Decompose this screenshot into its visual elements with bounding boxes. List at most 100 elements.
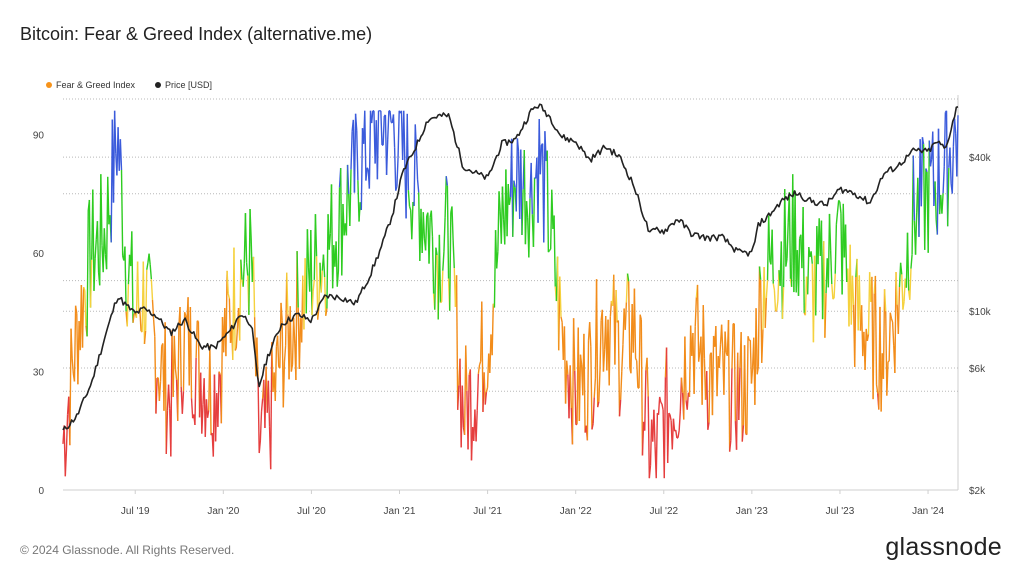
fear-greed-segment — [776, 300, 779, 311]
fear-greed-segment — [749, 340, 753, 384]
fear-greed-segment — [194, 357, 197, 425]
fear-greed-segment — [615, 290, 618, 323]
fear-greed-segment — [312, 279, 315, 292]
fear-greed-segment — [446, 185, 450, 279]
fear-greed-segment — [252, 256, 256, 318]
fear-greed-segment — [521, 189, 524, 236]
fear-greed-segment — [218, 371, 221, 375]
fear-greed-segment — [723, 331, 726, 395]
fear-greed-segment — [257, 377, 260, 454]
x-tick-label: Jan '20 — [207, 506, 239, 517]
y-left-tick-label: 0 — [38, 486, 44, 497]
fear-greed-segment — [385, 139, 389, 175]
fear-greed-segment — [177, 325, 180, 421]
fear-greed-segment — [380, 110, 383, 146]
fear-greed-segment — [136, 261, 140, 312]
legend-item-fear-greed[interactable]: Fear & Greed Index — [46, 80, 135, 90]
fear-greed-segment — [144, 269, 148, 331]
legend-label-fear-greed: Fear & Greed Index — [56, 80, 136, 90]
fear-greed-segment — [515, 138, 519, 212]
fear-greed-segment — [457, 385, 460, 410]
fear-greed-segment — [553, 215, 556, 287]
fear-greed-segment — [416, 179, 420, 193]
fear-greed-segment — [680, 377, 684, 393]
fear-greed-segment — [71, 358, 75, 374]
fear-greed-segment — [668, 412, 671, 416]
fear-greed-segment — [731, 323, 734, 369]
fear-greed-segment — [946, 167, 950, 227]
fear-greed-segment — [579, 354, 583, 366]
fear-greed-segment — [758, 266, 762, 280]
fear-greed-segment — [276, 335, 280, 367]
fear-greed-segment — [356, 130, 359, 181]
fear-greed-segment — [206, 410, 210, 418]
fear-greed-segment — [608, 316, 612, 386]
fear-greed-segment — [773, 289, 777, 312]
fear-greed-segment — [393, 147, 397, 191]
fear-greed-segment — [675, 429, 678, 439]
fear-greed-segment — [430, 210, 434, 237]
fear-greed-segment — [159, 346, 163, 382]
fear-greed-segment — [743, 345, 747, 434]
fear-greed-segment — [478, 361, 482, 366]
fear-greed-segment — [407, 190, 411, 207]
fear-greed-segment — [921, 137, 925, 145]
fear-greed-segment — [627, 281, 631, 369]
fear-greed-segment — [461, 385, 465, 428]
fear-greed-segment — [132, 314, 135, 323]
fear-greed-segment — [647, 396, 651, 479]
fear-greed-segment — [152, 319, 156, 337]
fear-greed-segment — [311, 291, 314, 316]
fear-greed-segment — [310, 229, 313, 316]
fear-greed-segment — [638, 314, 641, 389]
fear-greed-segment — [289, 306, 293, 372]
fear-greed-segment — [337, 187, 341, 271]
legend-item-price[interactable]: Price [USD] — [155, 80, 212, 90]
fear-greed-segment — [496, 251, 499, 269]
fear-greed-segment — [920, 137, 924, 207]
fear-greed-segment — [142, 261, 146, 344]
fear-greed-segment — [113, 110, 117, 154]
y-left-tick-label: 30 — [33, 368, 45, 379]
fear-greed-segment — [290, 364, 294, 372]
fear-greed-segment — [724, 331, 727, 353]
fear-greed-segment — [644, 370, 647, 431]
fear-greed-segment — [788, 192, 792, 279]
fear-greed-segment — [728, 440, 732, 452]
fear-greed-segment — [244, 213, 248, 263]
fear-greed-segment — [838, 199, 841, 203]
fear-greed-segment — [661, 403, 664, 411]
fear-greed-segment — [578, 354, 582, 422]
fear-greed-segment — [575, 423, 578, 426]
fear-greed-segment — [767, 215, 771, 261]
legend-label-price: Price [USD] — [165, 80, 213, 90]
fear-greed-segment — [92, 189, 95, 291]
fear-greed-segment — [757, 266, 761, 367]
fear-greed-segment — [151, 299, 155, 320]
fear-greed-segment — [834, 224, 838, 274]
fear-greed-segment — [292, 317, 296, 344]
fear-greed-segment — [586, 340, 590, 441]
fear-greed-segment — [485, 387, 489, 393]
fear-greed-segment — [256, 337, 259, 378]
fear-greed-segment — [173, 335, 177, 370]
fear-greed-segment — [403, 110, 406, 168]
fear-greed-segment — [397, 110, 400, 158]
fear-greed-segment — [240, 259, 243, 280]
fear-greed-segment — [888, 312, 892, 362]
x-tick-label: Jan '23 — [736, 506, 768, 517]
fear-greed-segment — [306, 229, 310, 268]
fear-greed-segment — [707, 422, 710, 430]
fear-greed-segment — [413, 124, 416, 206]
fear-greed-segment — [248, 208, 251, 315]
fear-greed-segment — [559, 276, 562, 317]
fear-greed-segment — [209, 345, 212, 436]
fear-greed-segment — [634, 358, 638, 362]
fear-greed-segment — [392, 114, 396, 148]
fear-greed-segment — [901, 274, 904, 310]
fear-greed-segment — [740, 332, 743, 442]
fear-greed-segment — [598, 369, 601, 402]
y-right-tick-label: $6k — [969, 364, 986, 375]
fear-greed-segment — [139, 309, 142, 331]
